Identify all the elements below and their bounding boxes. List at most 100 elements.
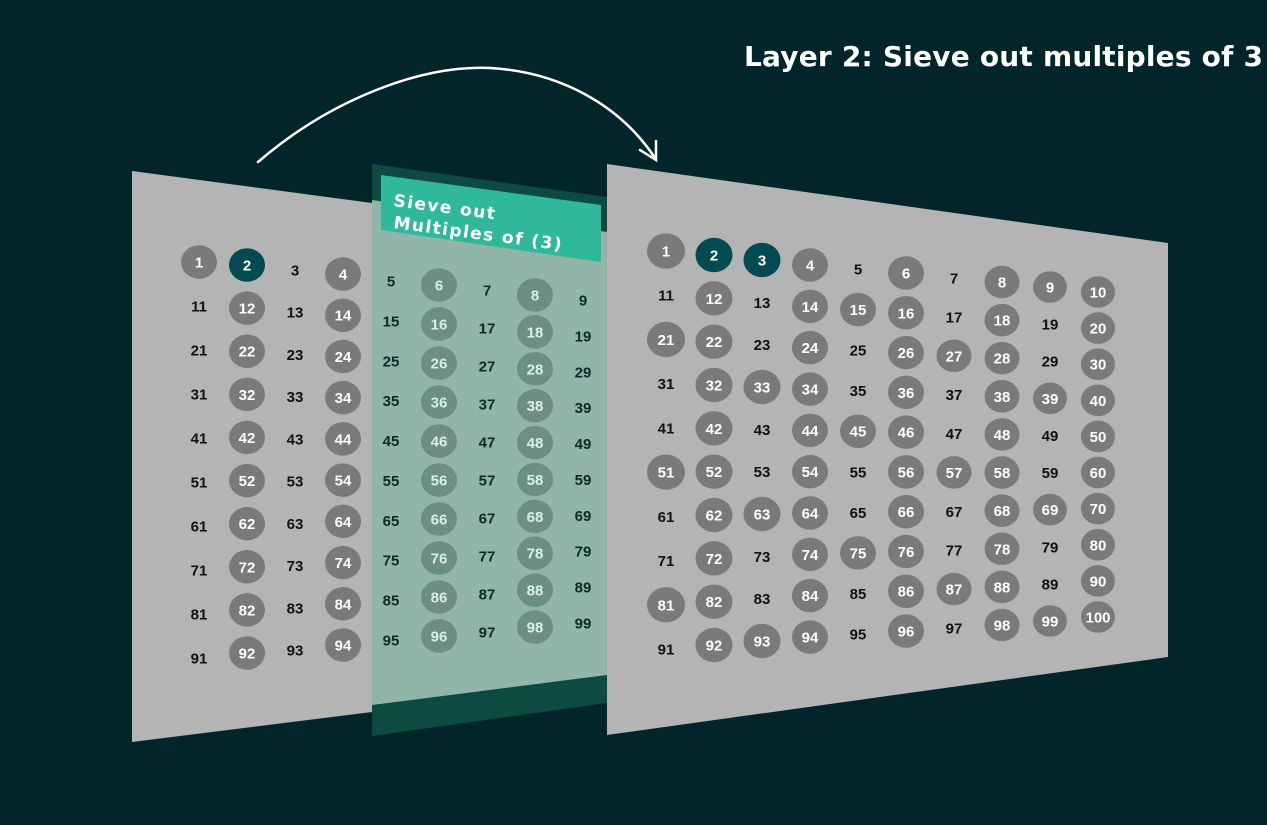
number-label: 48	[527, 435, 544, 452]
sieved-circle	[792, 537, 828, 572]
number-label: 47	[946, 426, 963, 443]
number-cell-9: 9	[579, 293, 587, 310]
number-label: 74	[335, 555, 352, 572]
number-cell-6: 6	[888, 256, 924, 290]
number-label: 38	[527, 398, 544, 415]
sieved-circle	[743, 623, 781, 659]
number-cell-36: 36	[888, 375, 924, 410]
number-label: 57	[479, 473, 496, 490]
sieved-circle	[792, 289, 828, 324]
number-cell-68: 68	[517, 499, 553, 534]
number-cell-98: 98	[984, 608, 1020, 642]
number-cell-29: 29	[1042, 354, 1059, 371]
number-label: 7	[483, 283, 491, 300]
number-cell-48: 48	[984, 418, 1020, 451]
number-label: 97	[946, 621, 963, 638]
number-cell-97: 97	[946, 621, 963, 638]
number-label: 44	[802, 423, 819, 440]
number-label: 91	[658, 642, 675, 659]
sieved-circle	[647, 233, 685, 269]
sieved-circle	[229, 420, 265, 455]
number-cell-70: 70	[1081, 492, 1115, 525]
sieved-circle	[1081, 420, 1115, 453]
number-label: 8	[998, 275, 1006, 292]
number-cell-76: 76	[888, 534, 924, 569]
number-cell-71: 71	[191, 563, 208, 580]
sieved-circle	[517, 573, 553, 607]
number-label: 70	[1090, 501, 1107, 518]
number-cell-16: 16	[421, 307, 457, 341]
number-cell-35: 35	[850, 383, 867, 400]
number-cell-7: 7	[483, 283, 491, 300]
sieved-circle	[229, 334, 265, 368]
sieved-circle	[936, 572, 972, 606]
number-label: 16	[898, 305, 915, 322]
number-label: 34	[802, 382, 819, 399]
number-label: 23	[287, 347, 304, 364]
number-label: 80	[1090, 537, 1107, 554]
number-label: 28	[994, 351, 1011, 368]
sieved-circle	[1081, 276, 1115, 308]
sieved-circle	[792, 578, 828, 613]
sieved-circle	[325, 463, 361, 497]
sieved-circle	[517, 388, 553, 423]
number-cell-23: 23	[287, 347, 304, 364]
sieved-circle	[325, 587, 361, 621]
number-cell-1: 1	[181, 245, 217, 279]
number-cell-58: 58	[984, 456, 1020, 489]
sieved-circle	[695, 281, 733, 316]
number-cell-98: 98	[517, 610, 553, 644]
number-cell-75: 75	[383, 553, 400, 570]
number-label: 40	[1090, 393, 1107, 410]
number-cell-26: 26	[888, 335, 924, 370]
number-label: 13	[754, 295, 771, 312]
number-label: 37	[479, 397, 496, 414]
number-cell-21: 21	[647, 321, 685, 358]
number-cell-51: 51	[647, 454, 685, 490]
number-cell-34: 34	[792, 372, 828, 406]
number-label: 35	[383, 393, 400, 410]
sieved-circle	[517, 499, 553, 534]
sieved-circle	[517, 536, 553, 570]
sieved-circle	[695, 411, 733, 446]
number-cell-5: 5	[387, 274, 395, 291]
sieved-circle	[229, 550, 265, 584]
number-label: 68	[527, 509, 544, 526]
sieved-circle	[229, 636, 265, 670]
sieved-circle	[181, 245, 217, 279]
sieved-circle	[517, 462, 553, 497]
number-label: 36	[431, 395, 448, 412]
sieved-circle	[229, 463, 265, 498]
number-label: 87	[479, 587, 496, 604]
number-label: 41	[191, 431, 208, 448]
sieved-circle	[517, 610, 553, 644]
number-label: 66	[898, 504, 915, 521]
sieved-circle	[984, 570, 1020, 604]
highlighted-circle	[743, 242, 781, 278]
number-label: 32	[239, 387, 256, 404]
number-cell-13: 13	[754, 295, 771, 312]
sieved-circle	[1081, 348, 1115, 381]
number-label: 11	[191, 299, 207, 316]
number-label: 39	[575, 400, 592, 417]
sieved-circle	[421, 307, 457, 341]
number-cell-56: 56	[421, 463, 457, 497]
filter-banner	[381, 175, 601, 262]
number-label: 32	[706, 378, 723, 395]
number-cell-67: 67	[479, 511, 496, 528]
number-cell-57: 57	[936, 456, 972, 489]
sieved-circle	[888, 614, 924, 648]
number-cell-79: 79	[575, 544, 592, 561]
sieved-circle	[888, 256, 924, 290]
number-cell-30: 30	[1081, 348, 1115, 381]
number-cell-53: 53	[754, 464, 771, 481]
number-label: 99	[575, 616, 592, 633]
number-cell-66: 66	[421, 502, 457, 536]
sieved-circle	[695, 497, 733, 533]
number-label: 36	[898, 385, 915, 402]
number-label: 11	[658, 288, 674, 305]
number-label: 21	[658, 332, 675, 349]
number-label: 93	[754, 634, 771, 651]
number-label: 97	[479, 625, 496, 642]
number-cell-2: 2	[229, 248, 265, 282]
